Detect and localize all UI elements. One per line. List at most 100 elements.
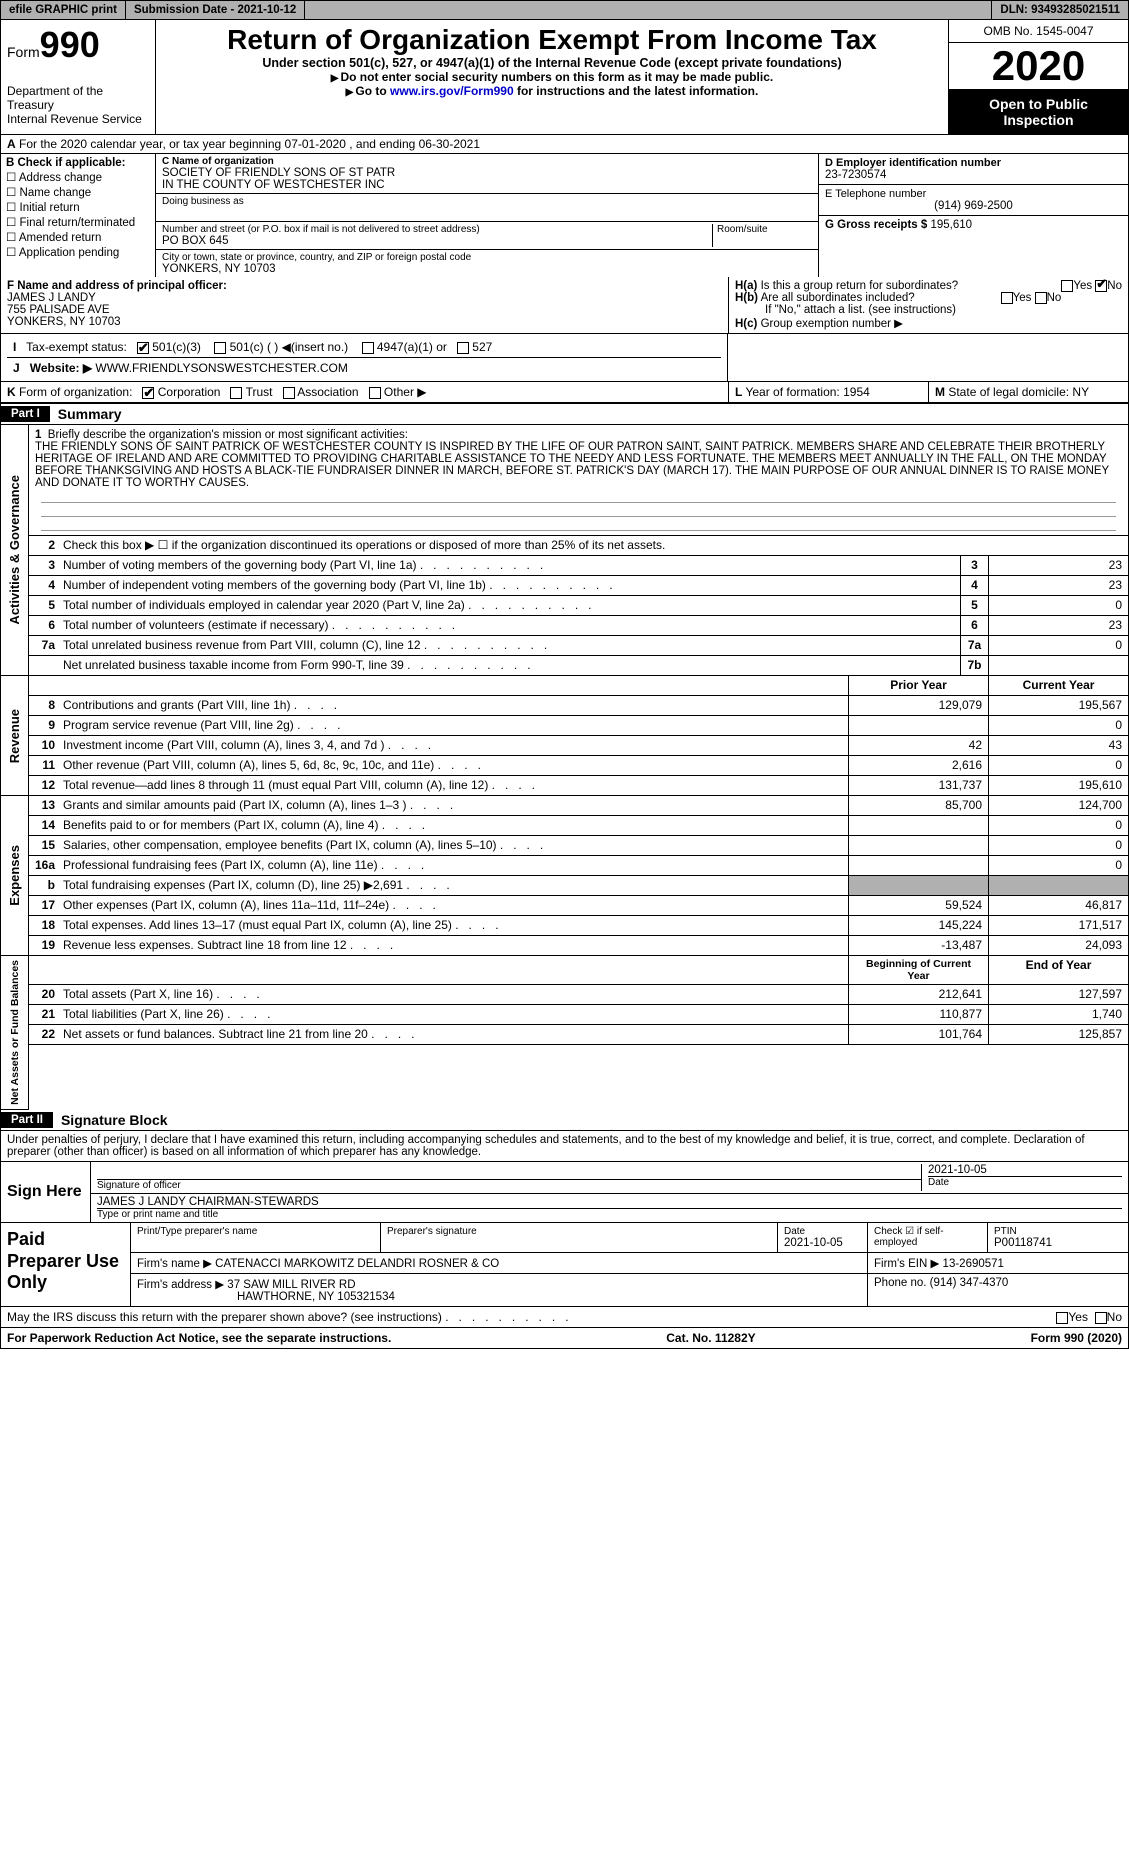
firm-ein-label: Firm's EIN ▶ [874, 1258, 939, 1270]
table-row: 4Number of independent voting members of… [29, 576, 1128, 596]
table-row: 5Total number of individuals employed in… [29, 596, 1128, 616]
cb-app-pending[interactable]: ☐ Application pending [6, 245, 150, 259]
form-label: Form [7, 44, 40, 60]
b-label: B Check if applicable: [6, 157, 126, 169]
part1-label: Part I [1, 406, 50, 422]
period-text: For the 2020 calendar year, or tax year … [19, 137, 480, 151]
cb-501c[interactable] [214, 342, 226, 354]
addr-label: Number and street (or P.O. box if mail i… [162, 224, 712, 235]
table-row: 12Total revenue—add lines 8 through 11 (… [29, 776, 1128, 796]
part2-header: Part II Signature Block [0, 1110, 1129, 1131]
discuss-row: May the IRS discuss this return with the… [0, 1307, 1129, 1328]
perjury-declaration: Under penalties of perjury, I declare th… [1, 1131, 1128, 1162]
table-row: 20Total assets (Part X, line 16)212,6411… [29, 985, 1128, 1005]
firm-phone: (914) 347-4370 [930, 1277, 1009, 1289]
prep-name-label: Print/Type preparer's name [137, 1226, 374, 1237]
right-info: D Employer identification number 23-7230… [818, 154, 1128, 277]
hdr-beg: Beginning of Current Year [848, 956, 988, 984]
cb-initial-return[interactable]: ☐ Initial return [6, 200, 150, 214]
side-ag: Activities & Governance [5, 471, 24, 629]
row-a-period: A For the 2020 calendar year, or tax yea… [0, 135, 1129, 154]
j-label: Website: ▶ [30, 361, 92, 375]
cb-assoc[interactable] [283, 387, 295, 399]
firm-addr: 37 SAW MILL RIVER RD [227, 1279, 355, 1291]
paperwork-notice: For Paperwork Reduction Act Notice, see … [7, 1331, 391, 1345]
form-id-block: Form990 Department of the Treasury Inter… [1, 20, 156, 134]
date-label: Date [928, 1177, 1122, 1188]
cb-trust[interactable] [230, 387, 242, 399]
row-i-j: I Tax-exempt status: 501(c)(3) 501(c) ( … [0, 334, 1129, 382]
prep-sig-label: Preparer's signature [387, 1226, 771, 1237]
table-row: 13Grants and similar amounts paid (Part … [29, 796, 1128, 816]
section-b: B Check if applicable: ☐ Address change … [1, 154, 156, 277]
discuss-no[interactable] [1095, 1312, 1107, 1324]
i-label: Tax-exempt status: [26, 340, 127, 354]
table-row: 11Other revenue (Part VIII, column (A), … [29, 756, 1128, 776]
officer-typed-name: JAMES J LANDY CHAIRMAN-STEWARDS [97, 1196, 1122, 1209]
firm-name: CATENACCI MARKOWITZ DELANDRI ROSNER & CO [215, 1258, 499, 1270]
side-net: Net Assets or Fund Balances [7, 956, 23, 1109]
ha-text: Is this a group return for subordinates? [761, 280, 959, 292]
discuss-yes[interactable] [1056, 1312, 1068, 1324]
cb-address-change[interactable]: ☐ Address change [6, 170, 150, 184]
form990-link[interactable]: www.irs.gov/Form990 [390, 84, 514, 98]
cb-other[interactable] [369, 387, 381, 399]
hb-no[interactable] [1035, 292, 1047, 304]
arrow-icon [331, 70, 341, 84]
cb-name-change[interactable]: ☐ Name change [6, 185, 150, 199]
cb-501c3[interactable] [137, 342, 149, 354]
l2-text: Check this box ▶ ☐ if the organization d… [59, 536, 1128, 555]
form-subtitle: Under section 501(c), 527, or 4947(a)(1)… [162, 56, 942, 70]
l-label: Year of formation: [745, 385, 839, 399]
form-title: Return of Organization Exempt From Incom… [162, 24, 942, 56]
form-ref: Form 990 (2020) [1031, 1331, 1122, 1345]
cb-amended[interactable]: ☐ Amended return [6, 230, 150, 244]
dba-label: Doing business as [162, 196, 812, 207]
cb-4947[interactable] [362, 342, 374, 354]
f-label: F Name and address of principal officer: [7, 280, 227, 292]
ha-yes[interactable] [1061, 280, 1073, 292]
side-exp: Expenses [5, 841, 24, 910]
sig-date: 2021-10-05 [928, 1164, 1122, 1177]
dln: DLN: 93493285021511 [991, 1, 1128, 19]
entity-block: B Check if applicable: ☐ Address change … [0, 154, 1129, 277]
form-number: 990 [40, 24, 100, 65]
firm-ein: 13-2690571 [943, 1258, 1004, 1270]
l1-label: Briefly describe the organization's miss… [48, 429, 408, 441]
note-goto-pre: Go to [355, 84, 390, 98]
discuss-text: May the IRS discuss this return with the… [7, 1310, 442, 1324]
hb-yes[interactable] [1001, 292, 1013, 304]
year-block: OMB No. 1545-0047 2020 Open to Public In… [948, 20, 1128, 134]
firm-city: HAWTHORNE, NY 105321534 [137, 1291, 395, 1303]
cb-final-return[interactable]: ☐ Final return/terminated [6, 215, 150, 229]
tax-year: 2020 [949, 43, 1128, 90]
gross-receipts: 195,610 [930, 219, 972, 231]
check-se: Check ☑ if self-employed [868, 1223, 988, 1252]
form-header: Form990 Department of the Treasury Inter… [0, 20, 1129, 135]
hdr-end: End of Year [988, 956, 1128, 984]
officer-city: YONKERS, NY 10703 [7, 316, 121, 328]
year-formation: 1954 [843, 385, 870, 399]
note-goto-post: for instructions and the latest informat… [514, 84, 759, 98]
submission-date: Submission Date - 2021-10-12 [126, 1, 305, 19]
section-c: C Name of organization SOCIETY OF FRIEND… [156, 154, 818, 277]
e-label: E Telephone number [825, 188, 1122, 200]
table-row: 15Salaries, other compensation, employee… [29, 836, 1128, 856]
sign-here-label: Sign Here [1, 1162, 91, 1222]
ha-no[interactable] [1095, 280, 1107, 292]
top-bar: efile GRAPHIC print Submission Date - 20… [0, 0, 1129, 20]
g-label: G Gross receipts $ [825, 219, 927, 231]
city-label: City or town, state or province, country… [162, 252, 812, 263]
side-rev: Revenue [5, 705, 24, 767]
org-city: YONKERS, NY 10703 [162, 263, 812, 275]
part2-label: Part II [1, 1112, 53, 1128]
part1-header: Part I Summary [0, 404, 1129, 425]
table-row: 14Benefits paid to or for members (Part … [29, 816, 1128, 836]
table-row: 6Total number of volunteers (estimate if… [29, 616, 1128, 636]
table-row: 9Program service revenue (Part VIII, lin… [29, 716, 1128, 736]
row-klm: K Form of organization: Corporation Trus… [0, 382, 1129, 404]
table-row: 18Total expenses. Add lines 13–17 (must … [29, 916, 1128, 936]
cb-527[interactable] [457, 342, 469, 354]
cb-corp[interactable] [142, 387, 154, 399]
hdr-prior: Prior Year [848, 676, 988, 695]
